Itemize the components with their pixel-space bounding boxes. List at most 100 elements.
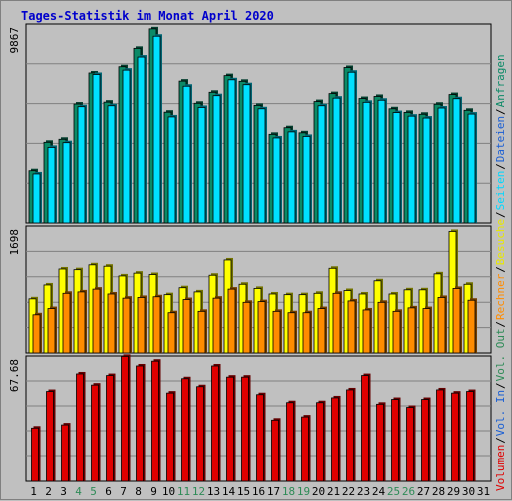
bar-dateien-day-13 <box>212 95 221 224</box>
x-tick-label-day-7: 7 <box>120 485 127 498</box>
bar-volumen-day-19 <box>301 416 309 482</box>
legend-separator: / <box>494 211 507 218</box>
x-tick-label-day-19: 19 <box>297 485 310 498</box>
legend-separator: / <box>494 108 507 115</box>
bar-dateien-day-1 <box>32 173 41 224</box>
x-tick-label-day-16: 16 <box>252 485 265 498</box>
x-tick-label-day-15: 15 <box>237 485 250 498</box>
x-tick-label-day-17: 17 <box>267 485 280 498</box>
bar-volumen-day-2 <box>46 391 54 482</box>
legend-separator: / <box>494 266 507 273</box>
x-tick-label-day-14: 14 <box>222 485 236 498</box>
bar-rechner-day-20 <box>317 308 326 354</box>
legend-anfragen: Anfragen <box>494 54 507 107</box>
x-tick-label-day-6: 6 <box>105 485 112 498</box>
bar-volumen-day-7 <box>121 356 129 482</box>
legend-volumen: Volumen <box>494 445 507 491</box>
bar-dateien-day-17 <box>272 137 281 224</box>
bar-rechner-day-26 <box>407 307 416 354</box>
bar-rechner-day-30 <box>467 299 476 354</box>
x-tick-label-day-29: 29 <box>447 485 460 498</box>
bar-volumen-day-13 <box>211 365 219 482</box>
bar-rechner-day-8 <box>137 297 146 354</box>
legend-separator: / <box>494 321 507 328</box>
x-tick-label-day-3: 3 <box>60 485 67 498</box>
bar-volumen-day-22 <box>346 389 354 482</box>
bar-volumen-day-17 <box>271 419 279 482</box>
bar-volumen-day-26 <box>406 407 414 482</box>
bar-volumen-day-10 <box>166 392 174 482</box>
bar-rechner-day-29 <box>452 288 461 354</box>
legend-vol-out: Vol. Out <box>494 328 507 381</box>
bar-volumen-day-1 <box>31 427 39 482</box>
bar-volumen-day-27 <box>421 399 429 482</box>
bar-volumen-day-12 <box>196 386 204 482</box>
bar-rechner-day-21 <box>332 292 341 354</box>
bar-volumen-day-11 <box>181 378 189 482</box>
bar-dateien-day-12 <box>197 107 206 224</box>
bar-rechner-day-10 <box>167 312 176 354</box>
x-tick-label-day-26: 26 <box>402 485 415 498</box>
legend-separator: / <box>494 382 507 389</box>
bar-dateien-day-19 <box>302 136 311 224</box>
bar-volumen-day-16 <box>256 394 264 482</box>
bar-rechner-day-28 <box>437 297 446 354</box>
bar-rechner-day-12 <box>197 310 206 354</box>
bar-volumen-day-29 <box>451 392 459 482</box>
bar-dateien-day-5 <box>92 74 101 224</box>
bar-volumen-day-24 <box>376 403 384 482</box>
x-tick-label-day-10: 10 <box>162 485 175 498</box>
x-tick-label-day-28: 28 <box>432 485 445 498</box>
bar-dateien-day-27 <box>422 117 431 224</box>
legend-seiten: Seiten <box>494 171 507 211</box>
x-tick-label-day-11: 11 <box>177 485 190 498</box>
x-tick-label-day-31: 31 <box>477 485 490 498</box>
bar-rechner-day-7 <box>122 297 131 354</box>
bar-volumen-day-20 <box>316 402 324 482</box>
bar-rechner-day-1 <box>32 314 41 354</box>
x-tick-label-day-2: 2 <box>45 485 52 498</box>
bar-rechner-day-17 <box>272 310 281 354</box>
x-tick-label-day-23: 23 <box>357 485 370 498</box>
bar-volumen-day-23 <box>361 375 369 482</box>
bar-volumen-day-3 <box>61 424 69 482</box>
x-tick-label-day-22: 22 <box>342 485 355 498</box>
legend-dateien: Dateien <box>494 116 507 162</box>
bar-volumen-day-21 <box>331 397 339 482</box>
bar-rechner-day-22 <box>347 300 356 354</box>
x-tick-label-day-8: 8 <box>135 485 142 498</box>
x-tick-label-day-30: 30 <box>462 485 475 498</box>
bar-rechner-day-16 <box>257 301 266 354</box>
legend-rechner: Rechner <box>494 273 507 320</box>
bar-rechner-day-23 <box>362 309 371 354</box>
bar-rechner-day-9 <box>152 296 161 354</box>
bar-dateien-day-3 <box>62 142 71 224</box>
bar-dateien-day-29 <box>452 98 461 224</box>
y-max-label: 67.68 <box>8 359 21 392</box>
bar-dateien-day-16 <box>257 108 266 224</box>
x-tick-label-day-20: 20 <box>312 485 325 498</box>
bar-dateien-day-4 <box>77 106 86 224</box>
bar-volumen-day-5 <box>91 384 99 482</box>
x-tick-label-day-24: 24 <box>372 485 386 498</box>
bar-dateien-day-8 <box>137 56 146 224</box>
bar-dateien-day-6 <box>107 105 116 224</box>
bar-volumen-day-28 <box>436 389 444 482</box>
chart-title: Tages-Statistik im Monat April 2020 <box>21 9 274 23</box>
bar-dateien-day-30 <box>467 113 476 224</box>
bar-rechner-day-24 <box>377 301 386 354</box>
bar-dateien-day-10 <box>167 116 176 224</box>
x-tick-label-day-9: 9 <box>150 485 157 498</box>
bar-volumen-day-30 <box>466 391 474 482</box>
bar-volumen-day-14 <box>226 376 234 482</box>
bar-rechner-day-13 <box>212 297 221 354</box>
bar-dateien-day-22 <box>347 71 356 224</box>
bar-rechner-day-14 <box>227 288 236 354</box>
bar-dateien-day-20 <box>317 105 326 224</box>
y-max-label: 9867 <box>8 27 21 54</box>
legend-besuche: Besuche <box>494 219 507 265</box>
bar-volumen-day-15 <box>241 376 249 482</box>
bar-volumen-day-25 <box>391 399 399 482</box>
x-tick-label-day-4: 4 <box>75 485 82 498</box>
bar-dateien-day-28 <box>437 107 446 224</box>
